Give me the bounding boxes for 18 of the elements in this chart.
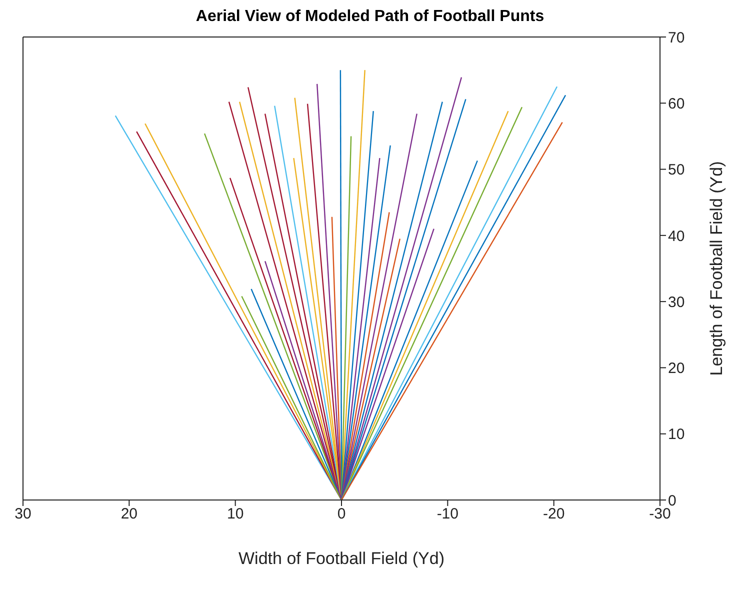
y-tick-label: 50: [668, 162, 685, 179]
x-tick-label: 0: [337, 506, 346, 523]
x-tick-label: 10: [226, 506, 244, 523]
y-tick-label: 40: [668, 228, 685, 245]
x-axis-title: Width of Football Field (Yd): [238, 549, 444, 568]
y-axis-title: Length of Football Field (Yd): [707, 161, 726, 376]
y-tick-label: 0: [668, 492, 676, 510]
x-tick-label: 20: [120, 506, 138, 523]
x-tick-label: -10: [436, 506, 459, 523]
chart-title: Aerial View of Modeled Path of Football Punts: [194, 8, 546, 27]
y-tick-label: 60: [668, 95, 685, 112]
y-tick-label: 30: [668, 294, 685, 311]
x-tick-label: -30: [649, 506, 671, 523]
y-tick-label: 70: [668, 29, 685, 46]
x-tick-label: 30: [14, 506, 32, 523]
x-tick-label: -20: [542, 506, 565, 523]
y-tick-label: 20: [668, 360, 685, 378]
y-tick-label: 10: [668, 426, 685, 444]
